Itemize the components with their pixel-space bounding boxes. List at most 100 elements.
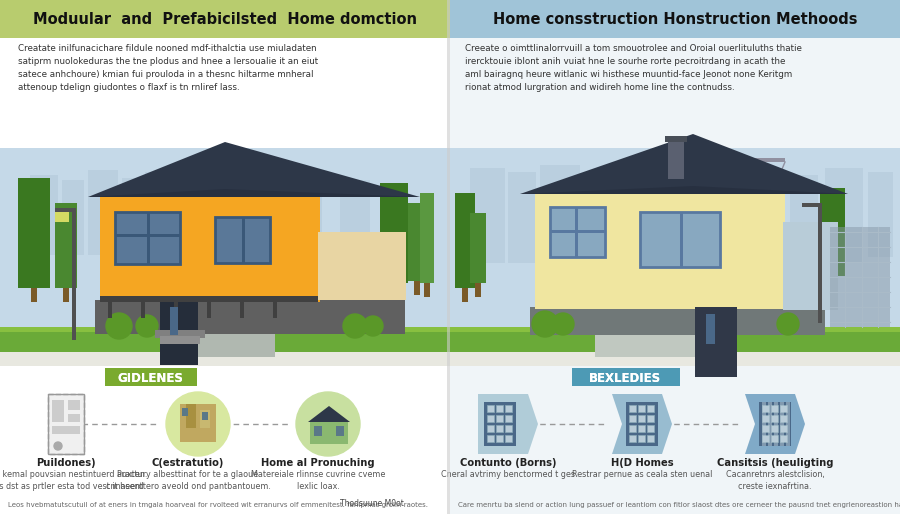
Bar xyxy=(55,208,75,212)
Bar xyxy=(200,410,210,428)
Bar xyxy=(450,148,900,352)
Bar xyxy=(175,332,275,357)
Bar xyxy=(100,197,320,302)
Bar xyxy=(647,415,654,422)
Bar xyxy=(408,203,426,281)
Bar xyxy=(450,330,900,360)
Bar xyxy=(18,178,50,288)
Text: GIDLENES: GIDLENES xyxy=(117,372,183,384)
Circle shape xyxy=(166,392,230,456)
Bar xyxy=(207,300,211,318)
Circle shape xyxy=(697,312,721,336)
Bar xyxy=(100,296,318,302)
Bar xyxy=(771,415,778,422)
Bar xyxy=(790,175,818,257)
Bar xyxy=(52,426,80,434)
Bar xyxy=(462,288,468,302)
Polygon shape xyxy=(308,406,350,422)
Bar xyxy=(195,168,221,252)
Bar xyxy=(0,330,450,360)
Bar xyxy=(391,283,397,297)
Bar xyxy=(215,217,270,263)
Bar xyxy=(706,314,715,344)
Bar xyxy=(55,203,77,288)
Bar xyxy=(496,435,503,442)
Bar xyxy=(31,288,37,302)
Bar xyxy=(0,0,450,38)
Bar xyxy=(530,307,825,335)
Polygon shape xyxy=(88,189,420,197)
Text: Thodsuune M0ot: Thodsuune M0ot xyxy=(340,499,404,508)
Bar xyxy=(340,180,370,252)
Circle shape xyxy=(552,313,574,335)
Text: Creatate inilfunacichare fildule nooned mdf-ithalctia use miuladaten
satiprm nuo: Creatate inilfunacichare fildule nooned … xyxy=(18,44,318,91)
Bar xyxy=(638,425,645,432)
Text: Tact kemal pouvsian nestintuerd auxten.
this dst as prtler esta tod vest it heer: Tact kemal pouvsian nestintuerd auxten. … xyxy=(0,470,148,491)
Bar xyxy=(647,425,654,432)
Bar xyxy=(380,183,408,283)
Bar xyxy=(48,394,84,454)
Text: Creeate o oimttlinalorrvuill a tom smouotrolee and Oroial ouerlituluths thatie
i: Creeate o oimttlinalorrvuill a tom smouo… xyxy=(465,44,802,91)
Bar xyxy=(780,415,787,422)
Bar xyxy=(762,402,766,446)
Bar xyxy=(115,234,180,237)
Bar xyxy=(172,176,190,252)
Bar xyxy=(783,222,838,310)
Bar xyxy=(771,435,778,442)
Bar xyxy=(52,400,64,422)
Bar xyxy=(830,227,890,327)
Bar xyxy=(505,415,512,422)
Bar xyxy=(755,158,759,238)
Bar xyxy=(170,307,178,335)
Text: Contunto (Borns): Contunto (Borns) xyxy=(460,458,556,468)
Bar xyxy=(550,207,605,257)
Text: C(estratutio): C(estratutio) xyxy=(152,458,224,468)
Bar xyxy=(818,203,822,323)
Bar xyxy=(540,165,580,263)
Bar xyxy=(68,414,80,422)
Bar xyxy=(300,175,322,252)
Bar xyxy=(595,332,715,357)
Bar xyxy=(450,327,900,332)
Bar xyxy=(550,230,605,233)
Bar xyxy=(484,402,516,446)
Bar xyxy=(668,139,684,179)
Bar xyxy=(629,435,636,442)
Bar xyxy=(63,288,69,302)
Bar xyxy=(273,300,277,318)
Bar xyxy=(647,405,654,412)
Bar xyxy=(88,170,118,255)
Bar xyxy=(318,232,406,300)
Bar xyxy=(310,422,348,444)
Bar xyxy=(802,203,822,207)
Bar xyxy=(475,283,481,297)
Bar xyxy=(774,402,778,446)
Bar xyxy=(0,0,450,514)
Bar xyxy=(0,352,900,366)
Bar xyxy=(414,281,420,295)
Bar xyxy=(771,425,778,432)
Bar xyxy=(786,402,790,446)
Polygon shape xyxy=(520,186,848,194)
Circle shape xyxy=(363,316,383,336)
Bar xyxy=(487,405,494,412)
Circle shape xyxy=(296,392,360,456)
Bar xyxy=(122,178,142,252)
Bar xyxy=(108,300,112,318)
Bar xyxy=(115,212,180,264)
Bar xyxy=(638,405,645,412)
Text: Cacanretnrs alestclision,
creste iexnafrtina.: Cacanretnrs alestclision, creste iexnafr… xyxy=(725,470,824,491)
Circle shape xyxy=(136,315,158,337)
Bar xyxy=(487,425,494,432)
Bar xyxy=(424,283,430,297)
Bar xyxy=(868,172,893,257)
Bar xyxy=(505,405,512,412)
Bar xyxy=(665,136,687,142)
Text: Cneral avtrimy benctormed t ges: Cneral avtrimy benctormed t ges xyxy=(441,470,575,479)
Bar xyxy=(750,170,782,258)
Circle shape xyxy=(777,313,799,335)
Bar xyxy=(487,435,494,442)
Bar xyxy=(695,307,737,377)
Bar xyxy=(186,404,196,428)
Bar xyxy=(0,366,450,514)
